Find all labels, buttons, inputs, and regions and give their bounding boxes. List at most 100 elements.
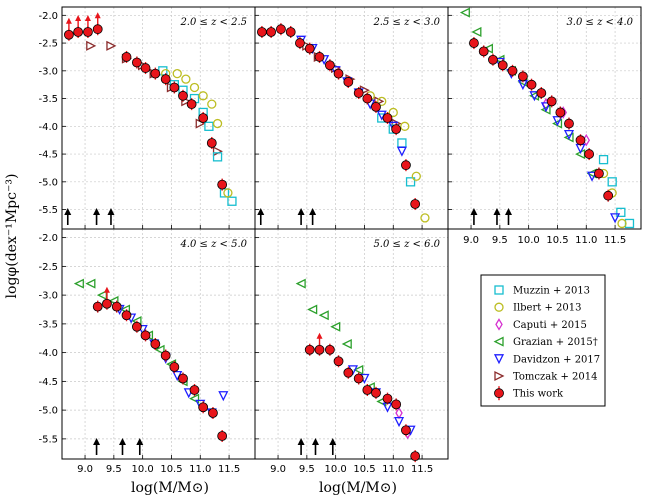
x-axis-title-left: log(M/M⊙)	[131, 480, 209, 496]
x-tick-label: 10.5	[546, 235, 568, 246]
y-tick-label: -3.0	[38, 291, 58, 302]
data-point	[121, 310, 132, 321]
data-point	[217, 179, 228, 190]
data-point	[586, 171, 598, 182]
data-point	[150, 339, 161, 349]
data-point	[257, 27, 267, 37]
x-tick-label: 10.0	[132, 464, 154, 475]
completeness-arrow	[93, 208, 101, 225]
panel-1: -2.0 -2.5 -3.0 -3.5 -4.0 -4.5 -5.0 -5.5 2.0 ≤ z …	[38, 6, 256, 230]
data-point	[131, 57, 142, 68]
x-tick-label: 11.5	[411, 464, 433, 475]
data-point	[206, 138, 217, 148]
legend-item: Muzzin + 2013	[494, 285, 590, 297]
panel-frame	[61, 6, 256, 230]
data-point	[285, 27, 296, 37]
data-point	[198, 402, 209, 413]
data-point	[507, 65, 518, 76]
completeness-arrow	[309, 208, 317, 225]
data-point	[333, 68, 344, 79]
data-point	[607, 177, 617, 187]
redshift-label: 2.5 ≤ z < 3.0	[372, 17, 440, 28]
y-tick-label: -2.5	[38, 262, 58, 273]
legend-label: Davidzon + 2017	[513, 354, 600, 365]
data-point	[198, 91, 208, 101]
redshift-label: 3.0 ≤ z < 4.0	[566, 17, 633, 28]
data-point	[397, 138, 407, 148]
data-point	[189, 82, 200, 93]
panel-frame	[254, 6, 449, 230]
data-point	[488, 54, 498, 65]
data-point	[318, 310, 329, 321]
y-tick-label: -2.0	[38, 233, 58, 244]
panel-frame	[254, 228, 449, 460]
panel-4: 9.0 9.5 10.0 10.5 11.0 11.5 -2.0 -2.5 -3.0 -3.5 -4…	[38, 228, 256, 475]
series-this-work	[304, 332, 421, 463]
data-point	[106, 40, 117, 51]
series-this-work	[64, 12, 228, 191]
legend-label: Caputi + 2015	[513, 320, 587, 331]
series-this-work	[257, 23, 421, 211]
data-point	[517, 71, 528, 82]
data-point	[401, 160, 411, 171]
data-point	[121, 52, 132, 62]
data-point	[471, 26, 482, 38]
redshift-label: 5.0 ≤ z < 6.0	[373, 239, 440, 250]
legend-label: Tomczak + 2014	[513, 372, 597, 383]
data-point	[314, 52, 325, 62]
x-tick-label: 11.0	[382, 464, 404, 475]
legend-marker	[494, 302, 504, 312]
y-tick-label: -2.5	[38, 39, 58, 50]
data-point	[563, 129, 575, 141]
data-point	[594, 168, 604, 179]
completeness-arrow	[118, 438, 126, 455]
series-grazian-2015	[295, 278, 387, 407]
x-tick-label: 9.5	[492, 235, 508, 246]
redshift-label: 4.0 ≤ z < 5.0	[179, 239, 247, 250]
legend-label: Ilbert + 2013	[513, 303, 581, 314]
data-point	[624, 218, 635, 229]
data-point	[584, 149, 595, 159]
series-grazian-2015	[73, 278, 200, 404]
completeness-arrow	[311, 438, 319, 455]
x-tick-label: 9.0	[77, 464, 93, 475]
data-point	[212, 152, 223, 162]
y-tick-label: -5.0	[38, 406, 58, 417]
data-point	[172, 68, 182, 79]
series-this-work	[92, 286, 228, 442]
data-point	[169, 82, 180, 93]
x-tick-label: 9.5	[299, 464, 315, 475]
data-point	[212, 146, 224, 157]
legend-label: This work	[513, 389, 564, 400]
data-point	[189, 385, 200, 395]
legend-item: Davidzon + 2017	[493, 354, 600, 365]
data-point	[382, 113, 393, 123]
y-tick-label: -3.0	[38, 66, 58, 77]
completeness-arrow	[504, 208, 512, 225]
y-tick-label: -4.0	[38, 348, 58, 359]
data-point	[341, 338, 352, 350]
data-point	[266, 27, 277, 37]
completeness-arrow	[93, 438, 101, 455]
legend-marker	[494, 370, 505, 382]
data-point	[377, 96, 387, 106]
data-point	[371, 387, 381, 398]
data-point	[92, 301, 103, 312]
x-tick-label: 10.5	[353, 464, 375, 475]
data-point	[564, 118, 574, 129]
data-point	[330, 321, 341, 332]
completeness-arrow	[297, 438, 305, 455]
completeness-arrow	[470, 208, 478, 225]
data-point	[150, 68, 161, 79]
data-point	[204, 121, 214, 131]
x-tick-label: 11.0	[189, 464, 211, 475]
x-tick-label: 9.0	[463, 235, 479, 246]
completeness-arrow	[297, 208, 305, 225]
data-point	[343, 367, 354, 378]
x-tick-label: 11.0	[575, 235, 597, 246]
x-tick-label: 10.0	[518, 235, 540, 246]
data-point	[140, 330, 151, 341]
data-point	[526, 79, 537, 90]
legend-marker	[494, 388, 504, 399]
data-point	[555, 107, 566, 118]
